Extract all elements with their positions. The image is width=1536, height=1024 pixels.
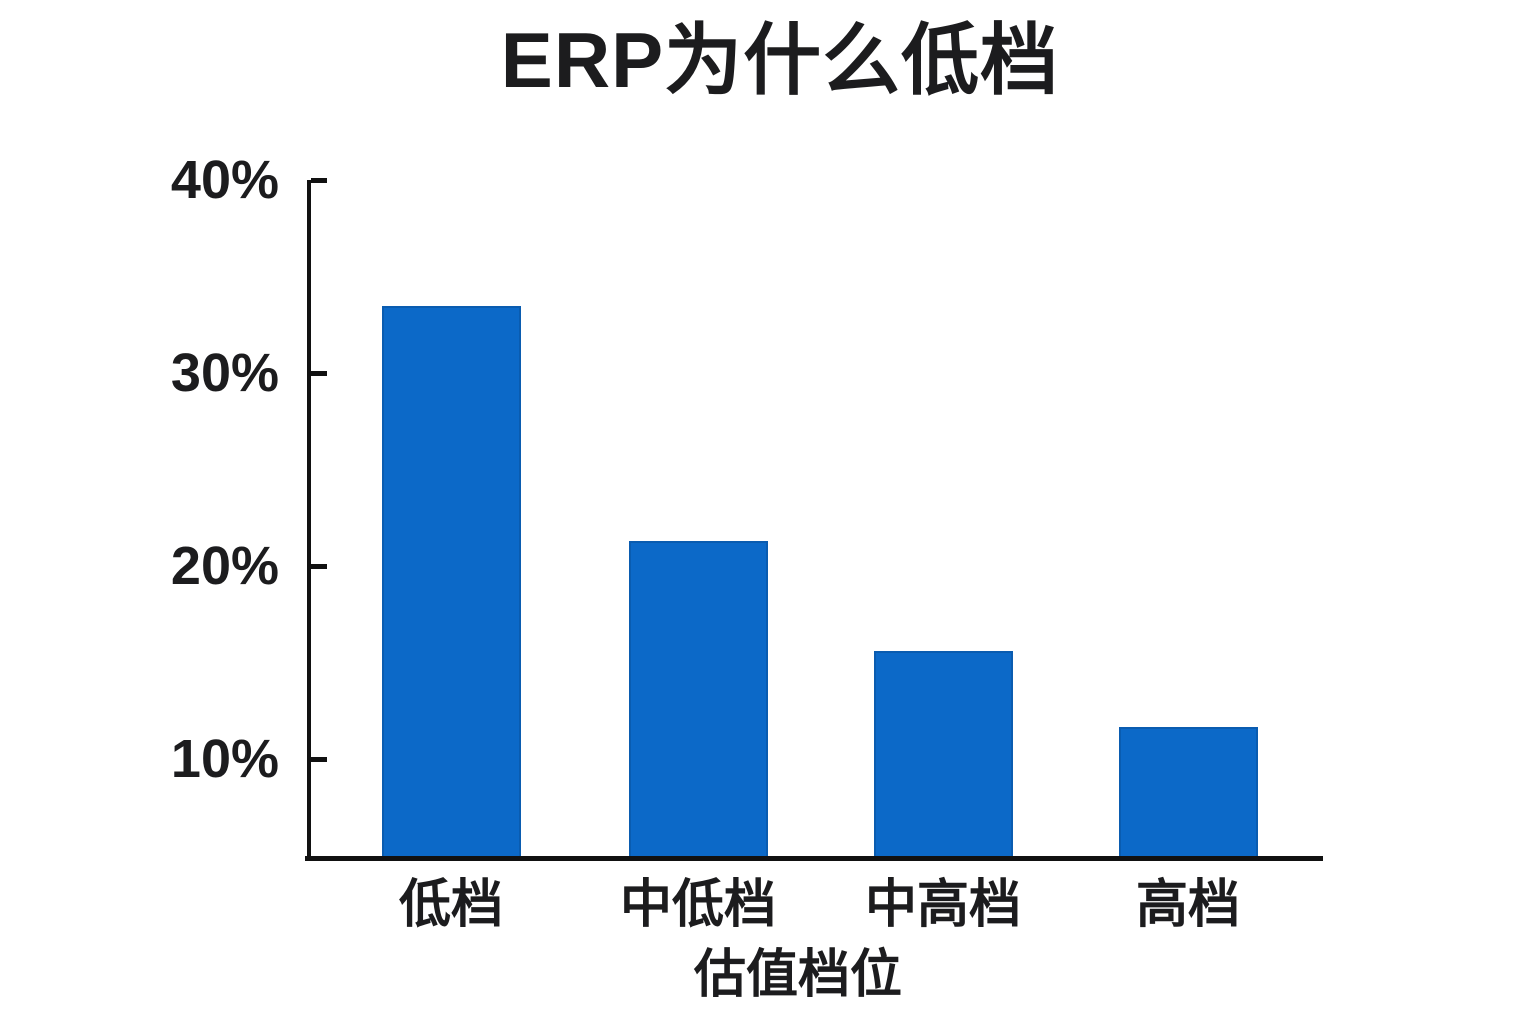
x-tick-label: 中低档 — [619, 876, 777, 934]
bar-4 — [1118, 726, 1258, 856]
y-axis — [307, 180, 311, 856]
x-axis-title: 估值档位 — [693, 946, 903, 1004]
y-tick-mark — [311, 564, 327, 570]
x-tick-label: 低档 — [398, 876, 504, 934]
x-tick-label: 中高档 — [864, 876, 1022, 934]
y-tick-mark — [311, 178, 327, 183]
bar-2 — [628, 541, 768, 856]
y-tick-label: 30% — [170, 343, 279, 404]
y-tick-label: 20% — [170, 536, 279, 597]
y-tick-mark — [311, 371, 327, 377]
bar-1 — [381, 305, 521, 856]
chart-title: ERP为什么低档 — [500, 16, 1060, 104]
x-axis — [305, 856, 1323, 861]
y-tick-label: 40% — [170, 150, 279, 210]
x-tick-label: 高档 — [1135, 876, 1241, 934]
plot-area — [305, 178, 1323, 861]
bar-3 — [873, 651, 1013, 856]
y-tick-mark — [311, 757, 327, 763]
y-tick-label: 10% — [170, 729, 279, 790]
